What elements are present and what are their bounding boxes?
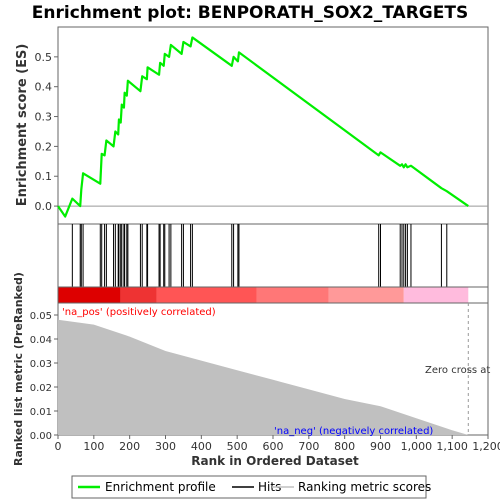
legend-enrichment-label: Enrichment profile: [105, 480, 216, 494]
hit-lines: [71, 224, 448, 287]
x-tick-label: 0: [55, 440, 62, 453]
metric-y-tick-label: 0.02: [30, 383, 52, 394]
color-bar-segment: [403, 287, 469, 303]
hits-panel: [57, 223, 489, 288]
x-tick-label: 100: [83, 440, 104, 453]
x-axis-label: Rank in Ordered Dataset: [191, 454, 359, 468]
metric-y-tick-label: 0.05: [30, 311, 52, 322]
x-tick-label: 800: [334, 440, 355, 453]
es-y-tick-label: 0.4: [35, 81, 53, 94]
x-tick-label: 300: [155, 440, 176, 453]
x-tick-label: 600: [263, 440, 284, 453]
metric-y-tick-label: 0.03: [30, 359, 52, 370]
es-y-tick-label: 0.0: [35, 200, 53, 213]
legend: Enrichment profile Hits Ranking metric s…: [71, 475, 431, 499]
metric-panel: 'na_pos' (positively correlated) 'na_neg…: [12, 272, 490, 466]
es-panel-frame: [57, 26, 489, 225]
metric-y-tick-label: 0.00: [30, 431, 52, 442]
ranking-metric-area: [58, 319, 469, 435]
x-tick-label: 1,100: [436, 440, 468, 453]
es-y-tick-label: 0.5: [35, 51, 53, 64]
na-pos-annotation: 'na_pos' (positively correlated): [62, 307, 216, 318]
hits-panel-frame: [57, 223, 489, 288]
legend-hits-label: Hits: [258, 480, 281, 494]
es-y-axis-label: Enrichment score (ES): [15, 44, 30, 207]
metric-y-tick-label: 0.01: [30, 407, 52, 418]
color-bar-segment: [256, 287, 329, 303]
color-bar-segment: [120, 287, 157, 303]
x-tick-label: 500: [227, 440, 248, 453]
chart-title: Enrichment plot: BENPORATH_SOX2_TARGETS: [32, 3, 468, 23]
x-tick-label: 200: [119, 440, 140, 453]
metric-y-tick-label: 0.04: [30, 335, 52, 346]
x-tick-label: 700: [298, 440, 319, 453]
x-tick-label: 900: [370, 440, 391, 453]
es-y-ticks: 0.0 0.1 0.2 0.3 0.4 0.5: [35, 51, 58, 213]
color-bar-segment: [156, 287, 257, 303]
metric-y-axis-label: Ranked list metric (PreRanked): [12, 272, 25, 466]
rank-color-bar: [57, 286, 489, 304]
color-bar-segment: [328, 287, 404, 303]
x-axis: 0 100 200 300 400 500 600 700 800 900 1,000 1,100 1,…: [55, 435, 500, 453]
es-y-tick-label: 0.2: [35, 140, 53, 153]
x-tick-label: 1,200: [472, 440, 500, 453]
x-tick-label: 1,000: [401, 440, 433, 453]
enrichment-profile-line: [57, 36, 469, 218]
legend-metric-label: Ranking metric scores: [298, 480, 431, 494]
metric-y-ticks: 0.00 0.01 0.02 0.03 0.04 0.05: [30, 311, 58, 442]
es-panel: 0.0 0.1 0.2 0.3 0.4 0.5 Enrichment score (ES): [15, 26, 489, 225]
es-y-tick-label: 0.1: [35, 170, 53, 183]
es-y-tick-label: 0.3: [35, 111, 53, 124]
zero-cross-annotation: Zero cross at: [425, 365, 490, 376]
x-tick-label: 400: [191, 440, 212, 453]
na-neg-annotation: 'na_neg' (negatively correlated): [274, 426, 433, 437]
color-bar-segment: [58, 287, 121, 303]
